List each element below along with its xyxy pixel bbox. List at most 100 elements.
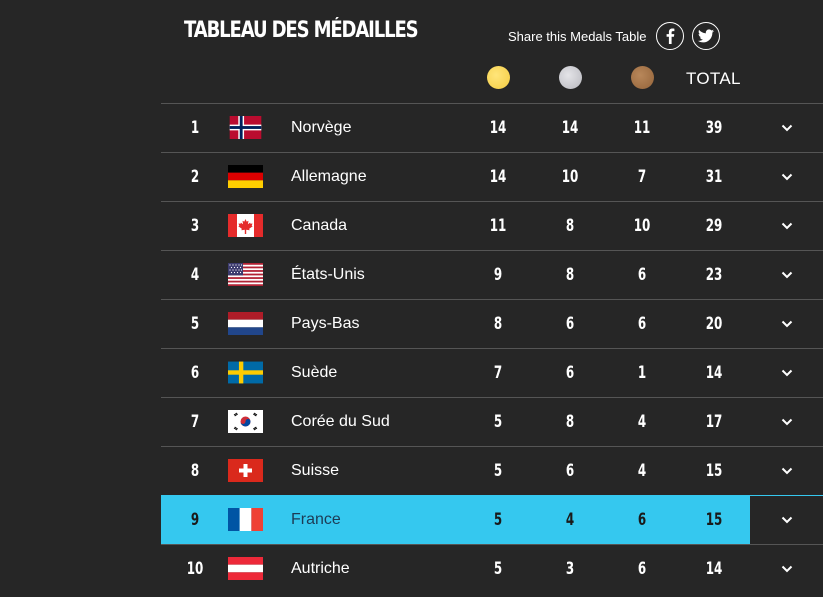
medal-table-row[interactable]: 4 États-Unis 9 8 6 23 [161,250,823,299]
country-name: Pays-Bas [291,315,360,332]
gold-count: 5 [493,510,503,530]
twitter-share-button[interactable] [691,22,720,50]
silver-count: 8 [565,265,575,285]
country-name: Suisse [291,462,340,479]
medal-table-row[interactable]: 7 Corée du Sud 5 8 4 17 [161,397,823,446]
expand-row-button[interactable] [750,251,823,299]
bronze-count: 4 [637,461,647,481]
gold-count: 14 [489,118,507,138]
gold-count: 14 [489,167,507,187]
total-count: 23 [705,265,723,285]
medal-table-row[interactable]: 2 Allemagne 14 10 7 31 [161,152,823,201]
expand-row-button[interactable] [750,104,823,152]
country-name: Norvège [291,119,352,136]
total-count: 20 [705,314,723,334]
silver-count: 8 [565,412,575,432]
medal-table-row[interactable]: 10 Autriche 5 3 6 14 [161,544,823,593]
chevron-down-icon [781,467,793,475]
expand-row-button[interactable] [750,349,823,397]
country-name: France [291,511,341,528]
facebook-share-button[interactable] [655,22,684,50]
total-count: 31 [705,167,723,187]
bronze-count: 6 [637,559,647,579]
gold-count: 7 [493,363,503,383]
total-column-header: TOTAL [686,69,741,88]
bronze-count: 11 [633,118,651,138]
facebook-icon [666,28,674,44]
canada-flag-icon [228,214,263,237]
silver-count: 14 [561,118,579,138]
total-count: 15 [705,510,723,530]
expand-row-button[interactable] [750,300,823,348]
silver-count: 10 [561,167,579,187]
gold-count: 5 [493,412,503,432]
medal-table: 1 Norvège 14 14 11 39 2 Allemagne 14 10 7 31 3 Canada… [161,103,823,593]
expand-row-button[interactable] [750,447,823,495]
bronze-count: 1 [637,363,647,383]
chevron-down-icon [781,173,793,181]
total-count: 39 [705,118,723,138]
bronze-count: 6 [637,510,647,530]
usa-flag-icon [228,263,263,286]
sweden-flag-icon [228,361,263,384]
gold-count: 9 [493,265,503,285]
gold-count: 8 [493,314,503,334]
medal-table-row[interactable]: 6 Suède 7 6 1 14 [161,348,823,397]
france-flag-icon [228,508,263,531]
bronze-count: 7 [637,167,647,187]
country-name: Allemagne [291,168,367,185]
gold-count: 5 [493,461,503,481]
rank-cell: 4 [190,265,200,285]
silver-count: 3 [565,559,575,579]
chevron-down-icon [781,222,793,230]
chevron-down-icon [781,124,793,132]
expand-row-button[interactable] [750,398,823,446]
bronze-count: 6 [637,314,647,334]
chevron-down-icon [781,369,793,377]
bronze-medal-icon [631,66,654,89]
rank-cell: 9 [190,510,200,530]
rank-cell: 5 [190,314,200,334]
chevron-down-icon [781,418,793,426]
country-name: Corée du Sud [291,413,390,430]
chevron-down-icon [781,565,793,573]
chevron-down-icon [781,516,793,524]
total-count: 14 [705,559,723,579]
twitter-icon [697,29,714,43]
silver-count: 6 [565,363,575,383]
silver-count: 4 [565,510,575,530]
share-label: Share this Medals Table [508,28,647,44]
bronze-count: 10 [633,216,651,236]
rank-cell: 3 [190,216,200,236]
gold-count: 5 [493,559,503,579]
gold-medal-icon [487,66,510,89]
medal-table-row[interactable]: 8 Suisse 5 6 4 15 [161,446,823,495]
south-korea-flag-icon [228,410,263,433]
chevron-down-icon [781,320,793,328]
bronze-count: 6 [637,265,647,285]
medal-table-row[interactable]: 9 France 5 4 6 15 [161,495,823,544]
germany-flag-icon [228,165,263,188]
medal-table-row[interactable]: 5 Pays-Bas 8 6 6 20 [161,299,823,348]
medal-table-row[interactable]: 3 Canada 11 8 10 29 [161,201,823,250]
rank-cell: 2 [190,167,200,187]
country-name: Suède [291,364,338,381]
country-name: Autriche [291,560,350,577]
bronze-count: 4 [637,412,647,432]
medal-table-row[interactable]: 1 Norvège 14 14 11 39 [161,103,823,152]
switzerland-flag-icon [228,459,263,482]
rank-cell: 8 [190,461,200,481]
page-title: TABLEAU DES MÉDAILLES [184,18,419,43]
rank-cell: 7 [190,412,200,432]
netherlands-flag-icon [228,312,263,335]
expand-row-button[interactable] [750,496,823,544]
country-name: États-Unis [291,266,365,283]
total-count: 29 [705,216,723,236]
expand-row-button[interactable] [750,153,823,201]
total-count: 17 [705,412,723,432]
silver-medal-icon [559,66,582,89]
expand-row-button[interactable] [750,202,823,250]
rank-cell: 1 [190,118,200,138]
expand-row-button[interactable] [750,545,823,593]
gold-count: 11 [489,216,507,236]
